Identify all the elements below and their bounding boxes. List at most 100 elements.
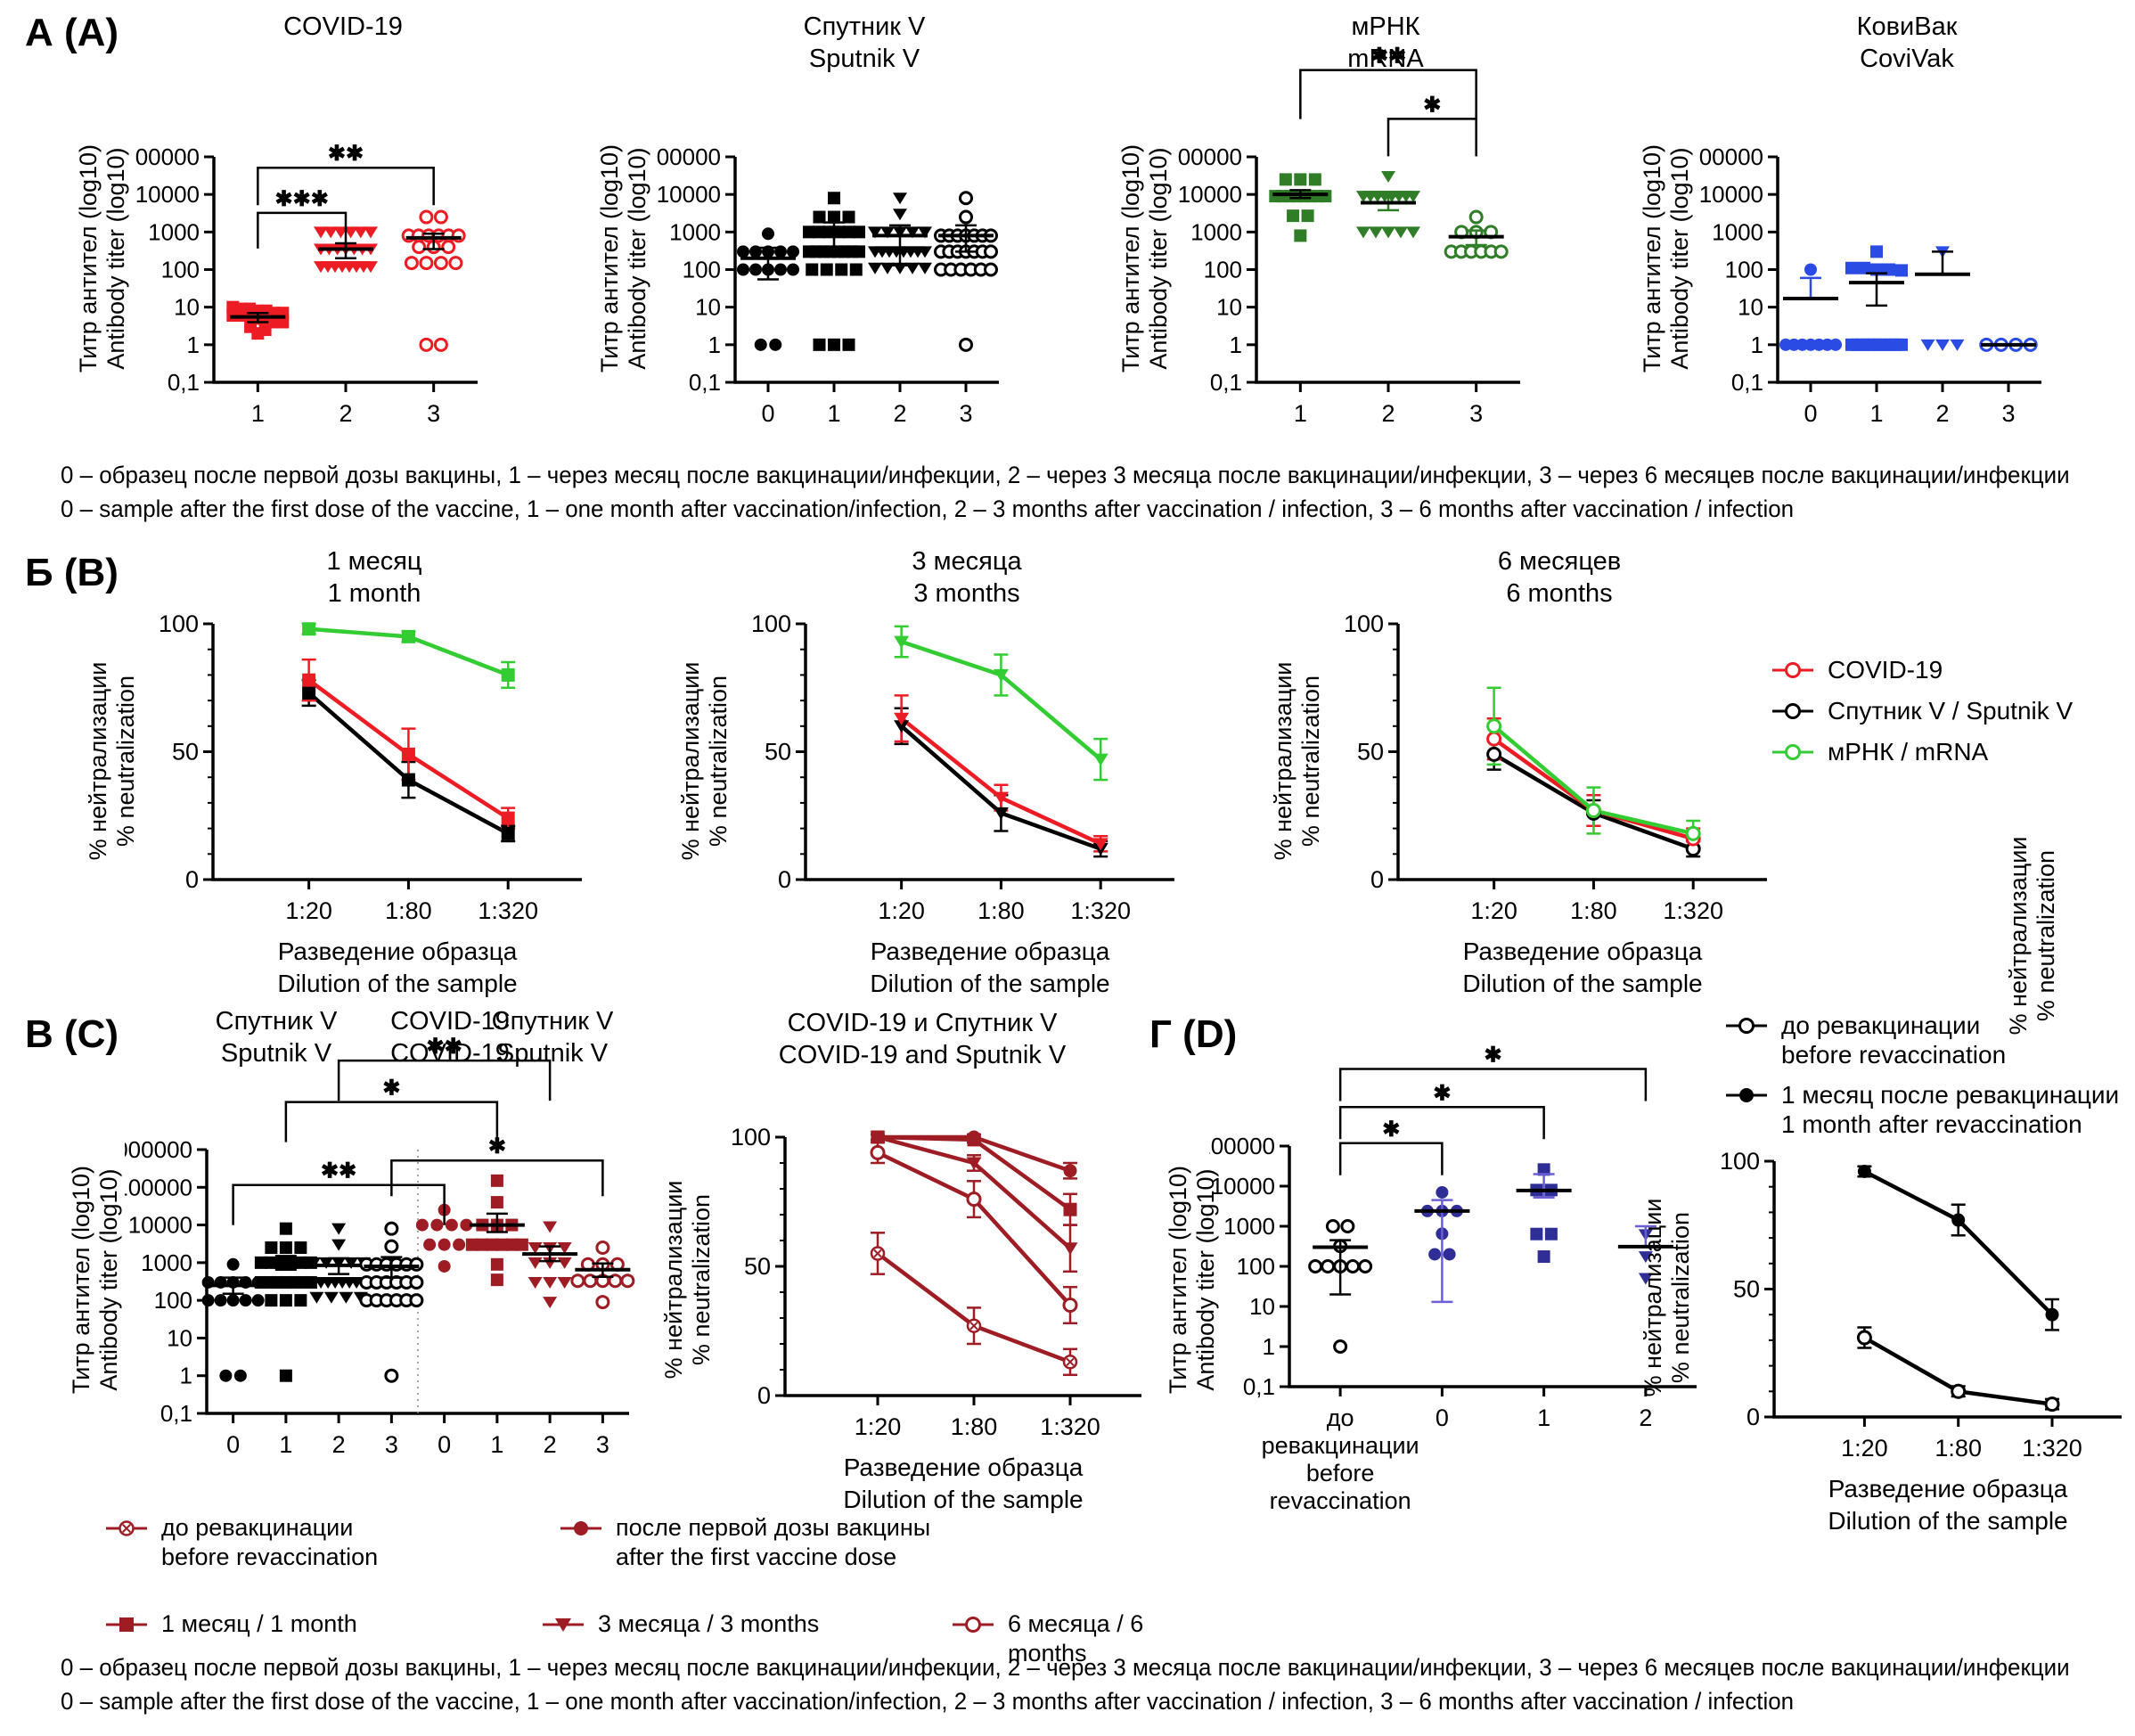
- svg-text:2: 2: [1935, 400, 1949, 427]
- svg-text:10: 10: [1249, 1293, 1275, 1320]
- legend-revaccination: до ревакцинации before revaccination посл…: [94, 1513, 1207, 1683]
- scatter-sputnik: 100000 10000 1000 100 10 1 0,1 0 1 2 3: [657, 143, 999, 427]
- chart-cell-booster-titers: Титр антител (log10) Antibody titer (log1…: [1163, 1003, 1715, 1529]
- svg-text:1: 1: [1230, 332, 1242, 358]
- chart-title-sputnik: Спутник V Sputnik V: [803, 12, 926, 73]
- legend-vaccines: COVID-19 Спутник V / Sputnik V мРНК / mR…: [1769, 655, 2073, 778]
- svg-text:2: 2: [893, 400, 906, 427]
- svg-text:1: 1: [1537, 1404, 1550, 1431]
- circle-open-icon: [953, 1617, 994, 1633]
- panel-b-label: Б (B): [25, 551, 119, 594]
- svg-text:ревакцинации: ревакцинации: [1262, 1432, 1419, 1459]
- panel-a-label: А (A): [25, 11, 119, 54]
- chart-title-covid19: COVID-19: [196, 11, 490, 43]
- y-axis-label: % нейтрализации% neutralization: [1640, 1198, 1694, 1397]
- chart-cell-covid-sputnik-line: COVID-19 и Спутник V COVID-19 and Sputnik…: [655, 1003, 1154, 1538]
- svg-text:1:80: 1:80: [1570, 897, 1617, 924]
- svg-text:10000: 10000: [1699, 181, 1763, 208]
- svg-text:0,1: 0,1: [1243, 1373, 1275, 1400]
- svg-text:2: 2: [332, 1431, 346, 1458]
- chart-title-covivak: КовиВак CoviVak: [1856, 12, 1958, 73]
- svg-text:10: 10: [695, 294, 721, 321]
- svg-text:2: 2: [544, 1431, 557, 1458]
- scatter-booster-titers: 1000001000010001001010,1доревакцинацииbe…: [1209, 1044, 1697, 1514]
- legend-item-covid19: COVID-19: [1769, 655, 2073, 685]
- chart-cell-revaccination-titers: Спутник V Sputnik V COVID-19 COVID-19 Спут…: [62, 1003, 650, 1503]
- svg-text:Разведение образца: Разведение образца: [871, 938, 1110, 965]
- svg-text:100: 100: [1204, 257, 1242, 283]
- svg-text:3: 3: [385, 1431, 398, 1458]
- svg-text:1000000: 1000000: [125, 1136, 192, 1163]
- svg-text:1:320: 1:320: [1663, 897, 1723, 924]
- panel-c-label: В (C): [25, 1012, 119, 1056]
- line-3months: 0 50 100 1:20 1:80 1:320 Разведение образца Dil…: [751, 610, 1174, 997]
- svg-text:100: 100: [683, 257, 721, 283]
- svg-text:1:20: 1:20: [285, 897, 332, 924]
- svg-text:0: 0: [757, 1382, 771, 1409]
- svg-text:до: до: [1327, 1404, 1354, 1431]
- y-axis-label: % нейтрализации% neutralization: [677, 661, 732, 861]
- chart-title-1month: 1 месяц 1 month: [326, 547, 422, 608]
- svg-text:0: 0: [778, 866, 791, 893]
- svg-text:1:20: 1:20: [855, 1413, 902, 1440]
- svg-text:✱✱: ✱✱: [1370, 46, 1406, 69]
- svg-text:100: 100: [159, 610, 199, 637]
- svg-text:50: 50: [1357, 739, 1384, 766]
- svg-text:3: 3: [959, 400, 972, 427]
- svg-text:2: 2: [1381, 400, 1395, 427]
- svg-text:1:20: 1:20: [1470, 897, 1517, 924]
- legend-item-before-revaccination: до ревакцинации before revaccination: [102, 1513, 378, 1572]
- circle-open-icon: [1726, 1018, 1767, 1034]
- legend-item-sputnik: Спутник V / Sputnik V: [1769, 696, 2073, 726]
- svg-text:1000: 1000: [148, 218, 200, 245]
- svg-text:✱: ✱: [488, 1134, 506, 1159]
- svg-text:revaccination: revaccination: [1270, 1487, 1411, 1514]
- svg-text:1: 1: [279, 1431, 292, 1458]
- svg-text:0: 0: [1804, 400, 1817, 427]
- y-axis-label: Титр антител (log10) Antibody titer (log1…: [68, 1165, 122, 1395]
- svg-text:✱✱: ✱✱: [427, 1035, 462, 1059]
- legend-item-mrna: мРНК / mRNA: [1769, 737, 2073, 767]
- svg-text:10000: 10000: [657, 181, 721, 208]
- svg-text:0: 0: [185, 866, 199, 893]
- legend-item-before-revaccination: до ревакцинации before revaccination: [1722, 1011, 2119, 1069]
- svg-text:✱: ✱: [1382, 1118, 1400, 1142]
- svg-text:2: 2: [1639, 1404, 1652, 1431]
- legend-item-1month-after: 1 месяц после ревакцинации 1 month after …: [1722, 1080, 2119, 1139]
- svg-text:Dilution of the sample: Dilution of the sample: [1828, 1507, 2067, 1535]
- svg-text:0: 0: [1436, 1404, 1449, 1431]
- svg-text:100: 100: [1344, 610, 1384, 637]
- svg-text:10000: 10000: [135, 181, 200, 208]
- svg-text:10: 10: [174, 294, 200, 321]
- svg-text:10: 10: [1216, 294, 1242, 321]
- y-axis-label: Титр антител (log10) Antibody titer (log1…: [75, 143, 129, 373]
- svg-text:✱: ✱: [1433, 1081, 1451, 1105]
- scatter-covivak: 100000 10000 1000 100 10 1 0,1 0 1 2 3: [1699, 143, 2041, 427]
- svg-text:1:80: 1:80: [385, 897, 432, 924]
- legend-item-after-first-dose: после первой дозы вакцины after the first…: [557, 1513, 930, 1572]
- svg-text:1:20: 1:20: [878, 897, 925, 924]
- svg-text:1:80: 1:80: [978, 897, 1025, 924]
- footnote-bottom-ru: 0 – образец после первой дозы вакцины, 1…: [61, 1654, 2070, 1681]
- column-header-sputnik: Спутник V Sputnik V: [215, 1007, 338, 1068]
- svg-text:before: before: [1306, 1460, 1375, 1486]
- footnote-en: 0 – sample after the first dose of the v…: [61, 495, 1795, 522]
- svg-text:1: 1: [1294, 400, 1307, 427]
- svg-text:100: 100: [751, 610, 791, 637]
- svg-text:10: 10: [1738, 294, 1763, 321]
- legend-item-1month: 1 месяц / 1 month: [102, 1609, 357, 1640]
- svg-text:Dilution of the sample: Dilution of the sample: [870, 970, 1109, 997]
- circle-icon: [1726, 1088, 1767, 1102]
- svg-text:✱✱✱: ✱✱✱: [275, 187, 329, 211]
- svg-text:1:320: 1:320: [1040, 1413, 1100, 1440]
- svg-text:0: 0: [1370, 866, 1384, 893]
- svg-text:1: 1: [1751, 332, 1763, 358]
- svg-text:0,1: 0,1: [168, 369, 200, 396]
- circle-open-icon: [1772, 744, 1813, 760]
- title-line: COVID-19: [283, 12, 403, 41]
- svg-text:10000: 10000: [1211, 1173, 1275, 1200]
- svg-text:Разведение образца: Разведение образца: [844, 1453, 1084, 1481]
